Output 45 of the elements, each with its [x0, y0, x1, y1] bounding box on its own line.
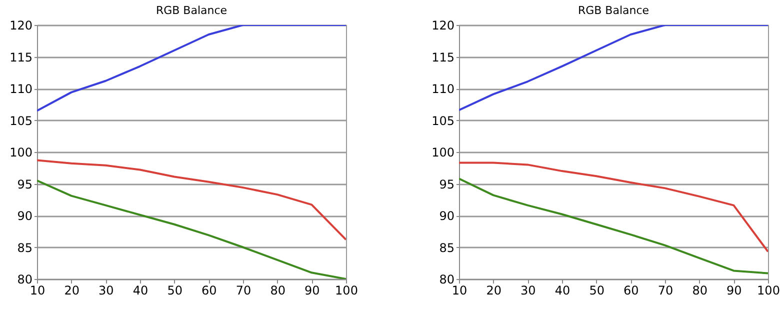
y-tick-label: 90	[439, 209, 454, 223]
line-series	[459, 178, 768, 274]
y-tick-label: 100	[10, 146, 32, 160]
x-tick-label: 30	[98, 284, 114, 298]
x-tick-label: 60	[202, 284, 217, 298]
y-tick-label: 85	[439, 240, 454, 255]
x-tick-label: 10	[452, 284, 468, 298]
x-tick-label: 40	[554, 284, 570, 298]
x-tick-label: 70	[236, 284, 252, 298]
x-tick-label: 70	[658, 284, 674, 298]
line-series	[459, 25, 768, 112]
x-tick-label: 20	[64, 284, 80, 298]
y-tick-label: 85	[17, 240, 32, 255]
chart-title: RGB Balance	[156, 4, 228, 17]
x-tick-label: 90	[304, 284, 320, 298]
y-tick-label: 90	[17, 209, 32, 223]
y-tick-label: 95	[17, 177, 32, 192]
y-tick-label: 105	[10, 114, 32, 128]
chart-title: RGB Balance	[578, 4, 650, 17]
y-tick-label: 110	[10, 82, 32, 96]
x-tick-label: 80	[692, 284, 708, 298]
y-tick-label: 80	[439, 272, 454, 286]
y-tick-label: 115	[10, 50, 32, 64]
x-tick-label: 100	[757, 284, 780, 298]
x-tick-label: 50	[589, 284, 604, 298]
y-tick-label: 100	[432, 146, 454, 160]
y-tick-label: 120	[432, 18, 454, 32]
line-series	[459, 162, 768, 253]
y-tick-label: 95	[439, 177, 454, 192]
x-tick-label: 30	[520, 284, 536, 298]
line-series	[37, 25, 346, 112]
x-tick-label: 50	[167, 284, 182, 298]
x-tick-label: 20	[486, 284, 502, 298]
x-tick-label: 60	[624, 284, 639, 298]
x-tick-label: 40	[132, 284, 148, 298]
y-tick-label: 115	[432, 50, 454, 64]
y-tick-label: 105	[432, 114, 454, 128]
x-tick-label: 80	[270, 284, 286, 298]
x-tick-label: 100	[335, 284, 358, 298]
y-tick-label: 120	[10, 18, 32, 32]
y-tick-label: 80	[17, 272, 32, 286]
x-tick-label: 10	[30, 284, 46, 298]
line-series	[37, 159, 346, 241]
x-tick-label: 90	[726, 284, 742, 298]
y-tick-label: 110	[432, 82, 454, 96]
